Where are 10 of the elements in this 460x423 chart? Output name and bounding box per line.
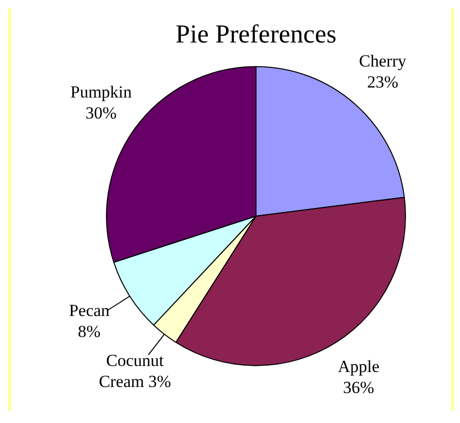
- slice-label: Pecan: [68, 300, 110, 320]
- data-label: 23%: [367, 72, 398, 92]
- data-label: 30%: [85, 104, 117, 123]
- slice-label: Cocunut Cream 3%: [98, 351, 172, 392]
- data-label: 8%: [78, 322, 101, 341]
- slice-label: Pumpkin: [70, 82, 132, 102]
- slice-label: Apple: [338, 356, 380, 376]
- chart-title: Pie Preferences: [176, 19, 336, 48]
- data-label: 36%: [343, 378, 374, 397]
- slice-label: Cherry: [359, 51, 407, 70]
